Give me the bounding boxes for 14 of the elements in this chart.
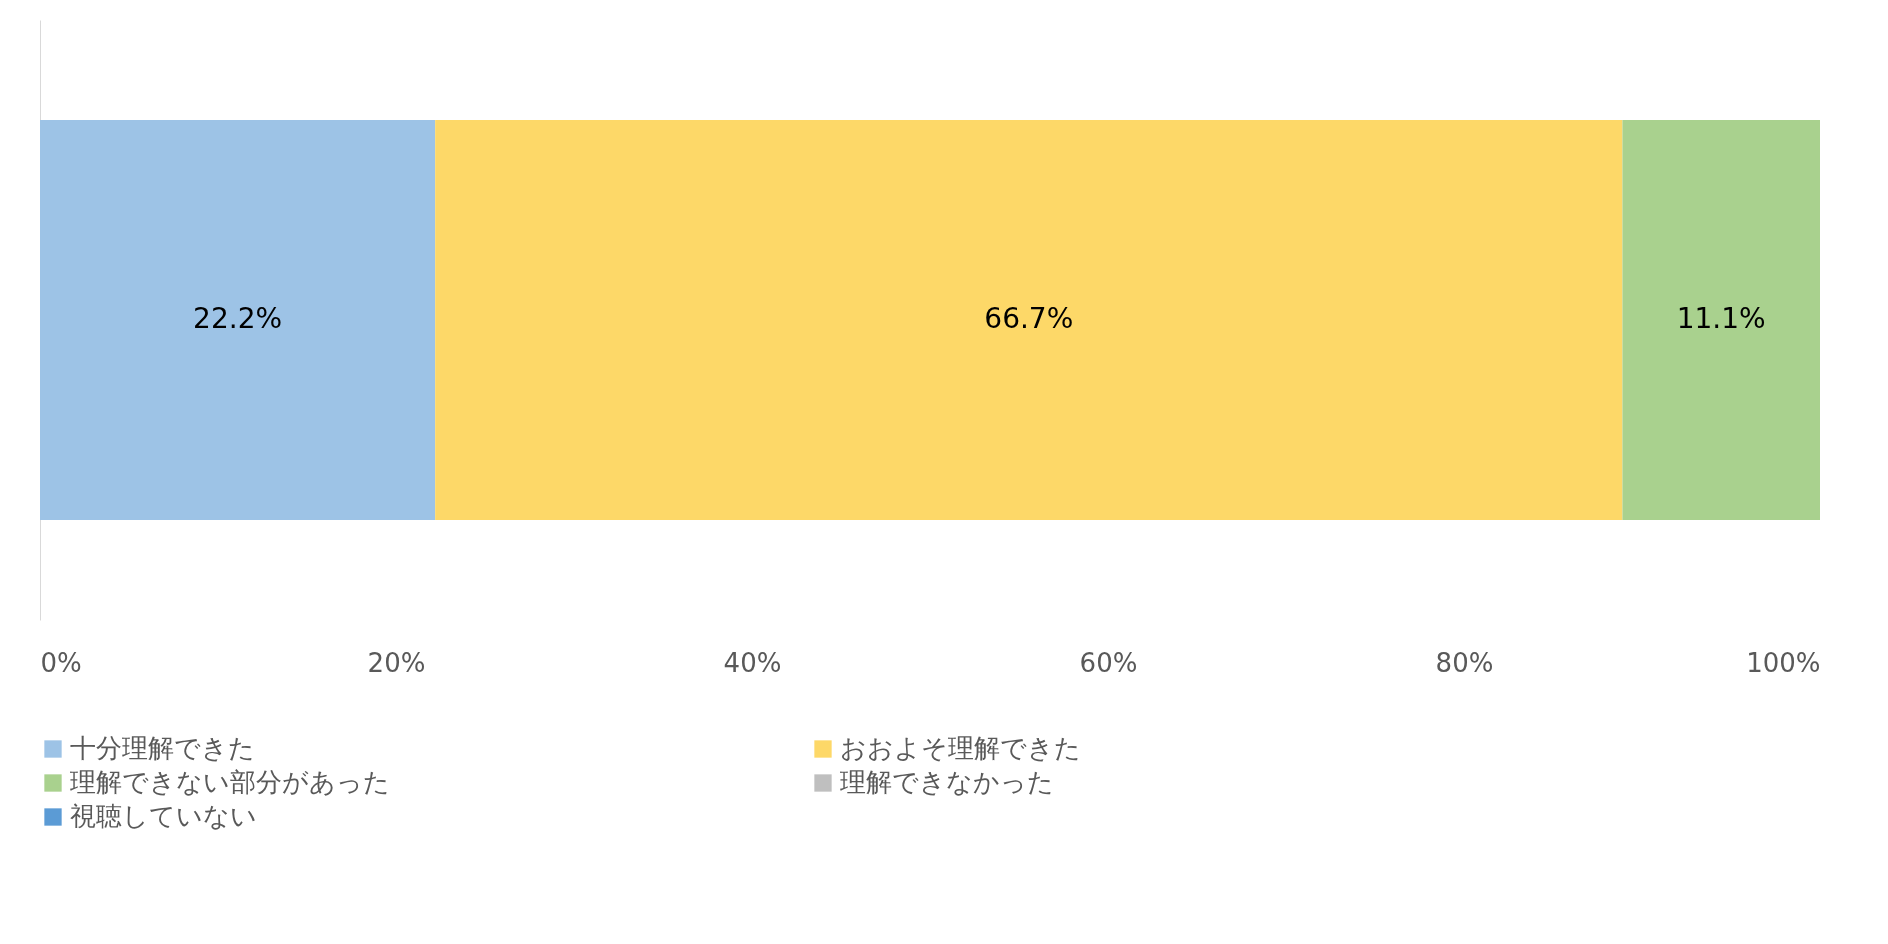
legend-label: 理解できない部分があった (70, 767, 390, 797)
x-tick-label: 0% (40, 647, 82, 678)
data-label: 11.1% (1676, 302, 1766, 335)
x-tick-label: 40% (723, 647, 782, 678)
legend-label: 十分理解できた (70, 733, 255, 763)
legend-label: 理解できなかった (840, 767, 1054, 797)
data-label: 22.2% (193, 302, 283, 335)
data-label: 66.7% (984, 302, 1074, 335)
x-tick-label: 60% (1079, 647, 1138, 678)
legend-label: おおよそ理解できた (840, 733, 1081, 763)
x-tick-label: 80% (1435, 647, 1494, 678)
x-tick-label: 20% (367, 647, 426, 678)
legend-label: 視聴していない (70, 801, 257, 831)
x-tick-label: 100% (1746, 647, 1821, 678)
